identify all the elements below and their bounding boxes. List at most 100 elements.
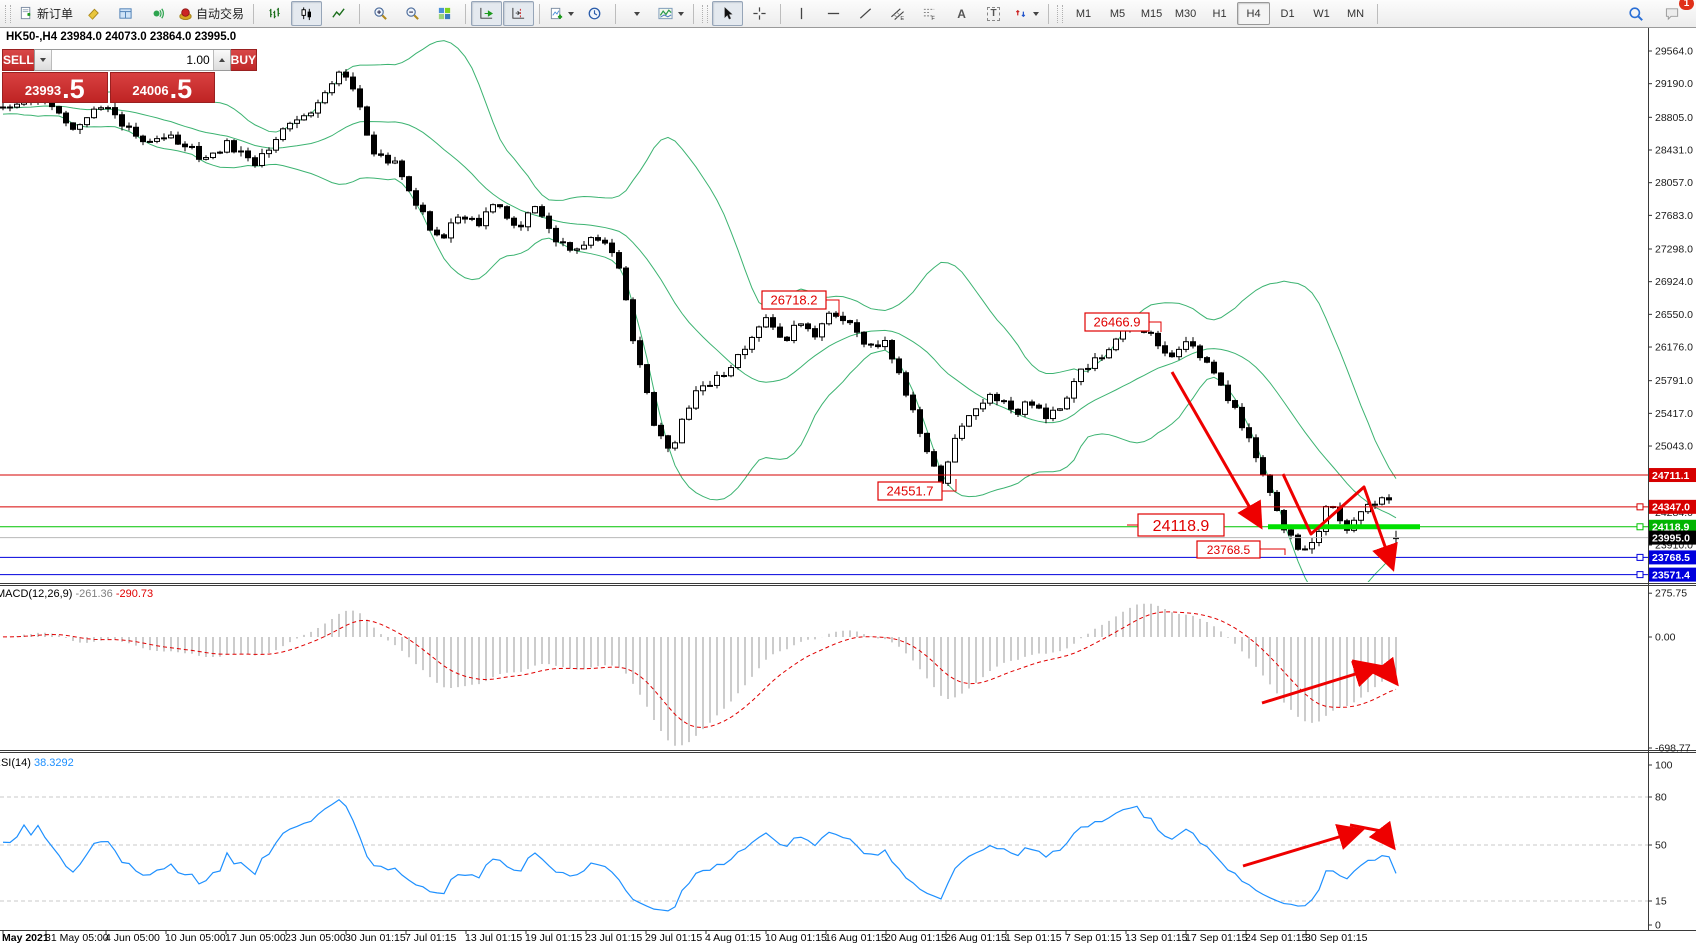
timeframe-D1[interactable]: D1 <box>1280 7 1295 20</box>
vertical-line-button[interactable] <box>786 1 817 26</box>
toolbar-separator <box>1377 3 1379 24</box>
svg-text:10 Aug 01:15: 10 Aug 01:15 <box>765 932 827 944</box>
price-annotation-26718.2[interactable]: 26718.2 <box>761 290 840 316</box>
volume-control <box>33 49 231 71</box>
new-chart-icon <box>550 7 563 20</box>
arrows-icon <box>1015 9 1026 18</box>
toolbar-right-group: 1 <box>1620 0 1694 26</box>
svg-text:10 Jun 05:00: 10 Jun 05:00 <box>165 932 226 944</box>
sell-price[interactable]: 23993 .5 <box>2 72 108 103</box>
trend-arrow[interactable] <box>1261 661 1381 705</box>
price-annotation-26466.9[interactable]: 26466.9 <box>1084 312 1162 332</box>
candles <box>0 69 1399 554</box>
trend-arrow[interactable] <box>1349 820 1396 851</box>
trend-arrow[interactable] <box>1351 656 1399 687</box>
candlestick-chart-button[interactable] <box>291 1 323 26</box>
new-order-icon <box>20 6 31 20</box>
indicators-button[interactable] <box>653 1 688 26</box>
fibonacci-icon: F <box>923 8 935 21</box>
svg-text:80: 80 <box>1655 792 1667 804</box>
toolbar-separator <box>693 3 695 24</box>
line-handle[interactable] <box>1636 503 1644 511</box>
line-handle[interactable] <box>1636 553 1644 561</box>
crosshair-button[interactable] <box>744 1 775 26</box>
chart-shift-icon <box>512 7 525 19</box>
svg-text:23768.5: 23768.5 <box>1652 552 1690 564</box>
rsi-pane[interactable] <box>0 796 1648 912</box>
svg-text:28057.0: 28057.0 <box>1655 177 1693 189</box>
volume-increment-button[interactable] <box>212 50 230 70</box>
trendline-button[interactable] <box>850 1 881 26</box>
new-chart-button[interactable] <box>545 1 578 26</box>
buy-price[interactable]: 24006 .5 <box>109 72 215 103</box>
timeframe-H4[interactable]: H4 <box>1237 2 1271 25</box>
profiles-button[interactable] <box>110 1 141 26</box>
svg-text:30 Sep 01:15: 30 Sep 01:15 <box>1305 932 1368 944</box>
sell-price-pips: .5 <box>62 74 85 105</box>
text-label-button[interactable]: T <box>978 1 1009 26</box>
text-button[interactable]: A <box>946 1 977 26</box>
price-annotation-23768.5[interactable]: 23768.5 <box>1196 540 1286 559</box>
volume-decrement-button[interactable] <box>34 50 52 70</box>
chart-shift-button[interactable] <box>503 1 535 26</box>
volume-input[interactable] <box>51 50 213 70</box>
timeframe-W1[interactable]: W1 <box>1313 7 1330 20</box>
horizontal-line-button[interactable] <box>818 1 849 26</box>
timeframe-H1[interactable]: H1 <box>1212 7 1227 20</box>
period-clock-button[interactable] <box>579 1 610 26</box>
timeframe-M1[interactable]: M1 <box>1075 7 1092 20</box>
sell-button[interactable]: SELL <box>2 49 34 71</box>
svg-text:May 2021: May 2021 <box>2 932 49 944</box>
autotrading-button[interactable]: 自动交易 <box>174 1 248 26</box>
axis-badge-24711.1: 24711.1 <box>1649 468 1696 483</box>
metaeditor-button[interactable] <box>78 1 109 26</box>
line-handle[interactable] <box>1636 523 1644 531</box>
trend-arrow[interactable] <box>1242 824 1365 868</box>
line-handle[interactable] <box>1636 571 1644 579</box>
tile-windows-icon <box>438 7 451 20</box>
svg-text:17 Sep 01:15: 17 Sep 01:15 <box>1185 932 1248 944</box>
svg-text:25417.0: 25417.0 <box>1655 408 1693 420</box>
trend-arrow[interactable] <box>1170 371 1263 530</box>
buy-button[interactable]: BUY <box>230 49 258 71</box>
zoom-out-icon <box>406 7 419 20</box>
caret-up-icon <box>218 58 225 62</box>
svg-text:7 Sep 01:15: 7 Sep 01:15 <box>1065 932 1122 944</box>
auto-scroll-button[interactable] <box>471 1 503 26</box>
toolbar-separator <box>539 3 541 24</box>
trade-panel-prices: 23993 .5 24006 .5 <box>2 72 215 103</box>
fibonacci-button[interactable]: F <box>914 1 945 26</box>
svg-text:E: E <box>900 16 904 21</box>
cursor-button[interactable] <box>712 1 744 26</box>
line-chart-button[interactable] <box>323 1 354 26</box>
price-pane[interactable] <box>0 40 1399 599</box>
timeframe-M15[interactable]: M15 <box>1140 7 1163 20</box>
macd-pane[interactable] <box>2 603 1397 746</box>
price-annotation-24118.9[interactable]: 24118.9 <box>1127 513 1225 537</box>
svg-text:23571.4: 23571.4 <box>1652 569 1690 581</box>
alerts-button[interactable] <box>142 1 173 26</box>
svg-text:23 Jul 01:15: 23 Jul 01:15 <box>585 932 642 944</box>
timeframe-M5[interactable]: M5 <box>1109 7 1126 20</box>
auto-scroll-icon <box>480 7 494 19</box>
svg-text:24347.0: 24347.0 <box>1652 502 1690 514</box>
timeframe-MN[interactable]: MN <box>1346 7 1365 20</box>
new-order-button[interactable]: 新订单 <box>15 1 77 26</box>
search-button[interactable] <box>1620 1 1651 26</box>
svg-text:26718.2: 26718.2 <box>771 293 818 308</box>
notifications-button[interactable]: 1 <box>1657 0 1694 26</box>
trend-arrow[interactable] <box>1281 473 1398 572</box>
bar-chart-button[interactable] <box>259 1 290 26</box>
equidistant-channel-button[interactable]: E <box>882 1 913 26</box>
svg-text:24118.9: 24118.9 <box>1153 518 1210 535</box>
arrows-button[interactable] <box>1010 1 1043 26</box>
svg-text:26466.9: 26466.9 <box>1094 315 1141 330</box>
zoom-in-button[interactable] <box>365 1 396 26</box>
price-annotation-24551.7[interactable]: 24551.7 <box>877 479 957 501</box>
svg-text:1 Sep 01:15: 1 Sep 01:15 <box>1005 932 1062 944</box>
zoom-out-button[interactable] <box>397 1 428 26</box>
templates-dropdown-button[interactable] <box>621 1 652 26</box>
tile-windows-button[interactable] <box>429 1 460 26</box>
timeframe-M30[interactable]: M30 <box>1174 7 1197 20</box>
